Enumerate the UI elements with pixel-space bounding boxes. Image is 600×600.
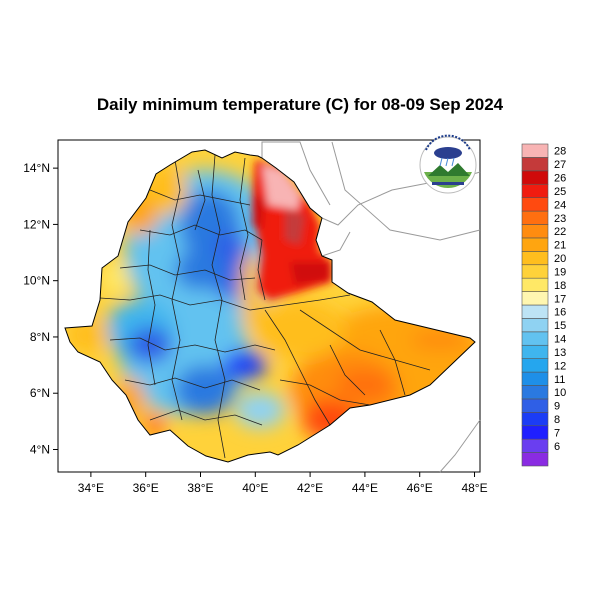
colorbar-label: 17: [554, 293, 566, 305]
y-tick-label: 4°N: [30, 442, 50, 456]
colorbar-swatch: [521, 304, 549, 319]
x-tick-label: 34°E: [78, 481, 104, 495]
colorbar-label: 27: [554, 159, 566, 171]
colorbar-swatch: [521, 277, 549, 292]
x-tick-label: 40°E: [242, 481, 268, 495]
colorbar-swatch: [521, 264, 549, 279]
colorbar-label: 22: [554, 226, 566, 238]
colorbar-label: 28: [554, 146, 566, 158]
colorbar-label: 24: [554, 199, 566, 211]
colorbar-label: 21: [554, 240, 566, 252]
colorbar-swatch: [521, 170, 549, 185]
colorbar-label: 12: [554, 360, 566, 372]
colorbar-swatch: [521, 291, 549, 306]
colorbar-label: 10: [554, 387, 566, 399]
colorbar-swatch: [521, 398, 549, 413]
x-tick-label: 46°E: [407, 481, 433, 495]
x-tick-label: 42°E: [297, 481, 323, 495]
colorbar-label: 6: [554, 441, 560, 453]
admin-boundaries: [99, 154, 431, 459]
colorbar-swatch: [521, 438, 549, 453]
y-tick-label: 12°N: [23, 217, 50, 231]
colorbar-swatch: [521, 157, 549, 172]
colorbar-swatch: [521, 143, 549, 158]
axis-ticks: 34°E 36°E 38°E 40°E 42°E 44°E 46°E 48°E 14°N 12°N…: [23, 161, 487, 495]
y-tick-label: 6°N: [30, 386, 50, 400]
y-tick-label: 10°N: [23, 274, 50, 288]
colorbar-label: 19: [554, 266, 566, 278]
map-title: Daily minimum temperature (C) for 08-09 …: [96, 95, 504, 114]
colorbar-swatch: [521, 412, 549, 427]
colorbar-label: 14: [554, 334, 566, 346]
x-tick-label: 38°E: [187, 481, 213, 495]
y-tick-label: 14°N: [23, 161, 50, 175]
colorbar-label: 18: [554, 280, 566, 292]
colorbar-label: 8: [554, 414, 560, 426]
colorbar-label: 13: [554, 347, 566, 359]
colorbar-label: 9: [554, 401, 560, 413]
colorbar-label: 20: [554, 253, 566, 265]
colorbar-label: 11: [554, 374, 565, 386]
y-tick-label: 8°N: [30, 330, 50, 344]
x-tick-label: 44°E: [352, 481, 378, 495]
colorbar-label: 15: [554, 320, 566, 332]
colorbar-swatch: [521, 251, 549, 266]
colorbar-swatch: [521, 371, 549, 386]
colorbar-swatch: [521, 344, 549, 359]
colorbar-label: 26: [554, 173, 566, 185]
colorbar-label: 25: [554, 186, 566, 198]
x-tick-label: 36°E: [133, 481, 159, 495]
colorbar-swatch: [521, 385, 549, 400]
colorbar-label: 16: [554, 307, 566, 319]
colorbar-label: 23: [554, 213, 566, 225]
country-outline: [64, 149, 476, 463]
colorbar-swatch: [521, 452, 549, 467]
colorbar-label: 7: [554, 427, 560, 439]
colorbar-swatch: [521, 183, 549, 198]
colorbar-swatch: [521, 197, 549, 212]
colorbar-swatch: [521, 210, 549, 225]
colorbar-swatch: [521, 331, 549, 346]
colorbar-swatch: [521, 237, 549, 252]
colorbar-swatch: [521, 318, 549, 333]
colorbar-swatch: [521, 358, 549, 373]
colorbar-swatch: [521, 224, 549, 239]
agency-logo: [419, 134, 477, 194]
x-tick-label: 48°E: [461, 481, 487, 495]
colorbar-swatch: [521, 425, 549, 440]
